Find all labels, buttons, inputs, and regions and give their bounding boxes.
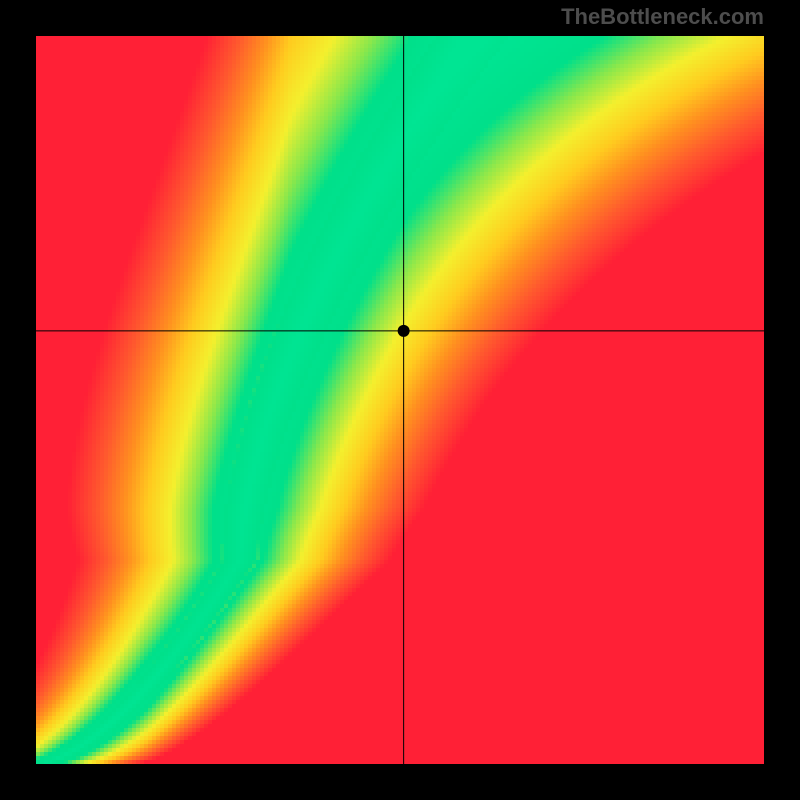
- heatmap-plot: [36, 36, 764, 764]
- chart-container: { "watermark": { "text": "TheBottleneck.…: [0, 0, 800, 800]
- watermark-text: TheBottleneck.com: [561, 4, 764, 30]
- heatmap-canvas: [36, 36, 764, 764]
